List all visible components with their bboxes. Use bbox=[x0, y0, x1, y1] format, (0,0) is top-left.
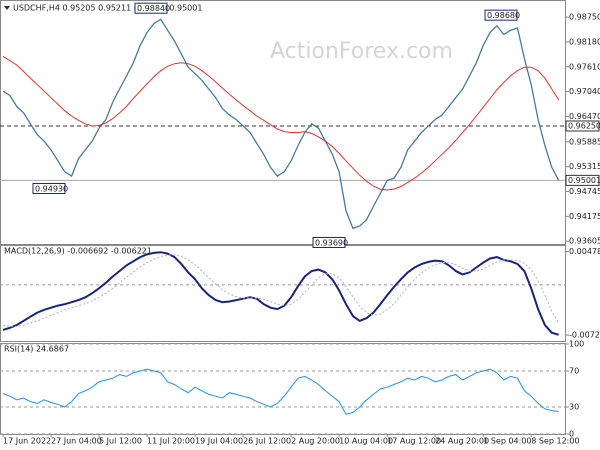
x-tick-label: 1 Sep 04:00 bbox=[483, 437, 531, 446]
y-tick-label: 30 bbox=[569, 403, 579, 412]
x-tick-label: 5 Jul 12:00 bbox=[99, 437, 142, 446]
x-tick-label: 27 Jun 04:00 bbox=[51, 437, 102, 446]
y-tick-label: 0.97040 bbox=[569, 87, 600, 96]
menu-icon bbox=[4, 6, 10, 10]
level-label-box bbox=[565, 120, 600, 132]
x-tick-label: 11 Jul 20:00 bbox=[147, 437, 195, 446]
watermark: ActionForex.com bbox=[270, 39, 453, 64]
y-tick-label: 0.93605 bbox=[569, 237, 600, 246]
price-label-box bbox=[32, 182, 66, 194]
x-tick-label: 10 Aug 04:00 bbox=[339, 437, 393, 446]
price-label-box bbox=[312, 236, 346, 248]
y-tick-label: 70 bbox=[569, 367, 579, 376]
x-tick-label: 26 Jul 12:00 bbox=[243, 437, 291, 446]
y-tick-label: 0.004783 bbox=[569, 247, 600, 256]
level-label-box bbox=[565, 174, 600, 186]
x-tick-label: 17 Jun 2022 bbox=[3, 437, 51, 446]
y-tick-label: 0.98750 bbox=[569, 13, 600, 22]
series-line bbox=[2, 254, 560, 327]
series-line bbox=[2, 18, 560, 230]
y-tick-label: 0.95885 bbox=[569, 137, 600, 146]
series-line bbox=[2, 368, 559, 415]
level-label: 0.95001 bbox=[568, 176, 600, 185]
y-tick-label: 0 bbox=[569, 430, 574, 439]
x-tick-label: 8 Sep 12:00 bbox=[531, 437, 579, 446]
y-tick-label: 0.97610 bbox=[569, 62, 600, 71]
y-tick-label: 0.95315 bbox=[569, 162, 600, 171]
x-tick-label: 17 Aug 12:00 bbox=[387, 437, 441, 446]
price-label-box bbox=[134, 2, 168, 14]
price-label: 0.93690 bbox=[315, 238, 348, 247]
series-line bbox=[2, 55, 560, 191]
price-label: 0.98680 bbox=[487, 11, 520, 20]
x-tick-label: 2 Aug 20:00 bbox=[291, 437, 340, 446]
rsi-title: RSI(14) 24.6867 bbox=[4, 345, 69, 354]
macd-title: MACD(12,26,9) -0.006692 -0.006221 bbox=[4, 247, 152, 256]
y-tick-label: 0.94745 bbox=[569, 187, 600, 196]
y-tick-label: 0.98180 bbox=[569, 37, 600, 46]
rsi-panel bbox=[0, 343, 566, 435]
price-label: 0.98840 bbox=[137, 4, 170, 13]
price-panel bbox=[0, 0, 566, 245]
macd-panel bbox=[0, 245, 566, 342]
x-tick-label: 24 Aug 20:00 bbox=[435, 437, 489, 446]
y-tick-label: 0.96470 bbox=[569, 112, 600, 121]
series-line bbox=[2, 251, 559, 336]
level-label: 0.96250 bbox=[568, 121, 600, 130]
x-tick-label: 19 Jul 04:00 bbox=[195, 437, 243, 446]
y-tick-label: 100 bbox=[569, 340, 584, 349]
chart-title: USDCHF,H4 0.95205 0.95211 0.94972 0.9500… bbox=[13, 4, 202, 13]
price-label-box bbox=[484, 9, 518, 21]
price-label: 0.94930 bbox=[35, 184, 68, 193]
y-tick-label: -0.007238 bbox=[569, 331, 600, 340]
y-tick-label: 0.94175 bbox=[569, 212, 600, 221]
